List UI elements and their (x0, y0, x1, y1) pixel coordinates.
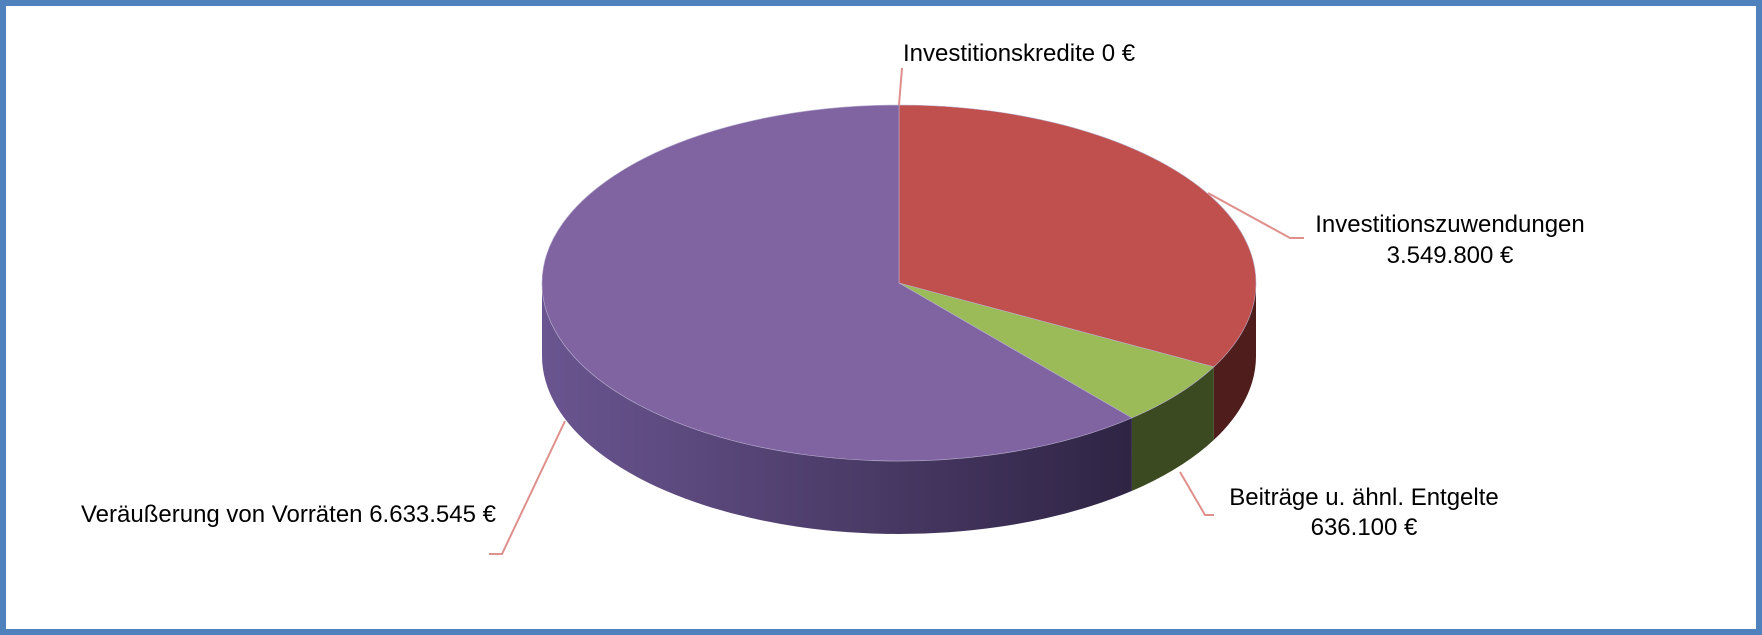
label-category: Investitionskredite (903, 40, 1095, 67)
data-label: Investitionskredite 0 € (903, 40, 1136, 67)
leader-line (489, 420, 566, 555)
label-value: 636.100 € (1311, 514, 1418, 541)
slice (898, 282, 1215, 419)
label-value: 3.549.800 € (1387, 242, 1514, 269)
label-category: Veräußerung von Vorräten (81, 501, 363, 528)
leader-line (1207, 192, 1304, 239)
label-category: Investitionszuwendungen (1315, 211, 1585, 238)
data-label: 636.100 € (1311, 514, 1418, 541)
slice-side (1213, 283, 1256, 440)
label-value: 0 € (1102, 40, 1136, 67)
data-label: Beiträge u. ähnl. Entgelte (1229, 484, 1499, 511)
slice (898, 104, 1257, 368)
leader-line (1179, 471, 1214, 516)
label-value: 6.633.545 € (369, 501, 496, 528)
label-category: Beiträge u. ähnl. Entgelte (1229, 484, 1499, 511)
slice-side (542, 283, 1132, 534)
slice-side (1131, 366, 1214, 491)
data-label: Veräußerung von Vorräten 6.633.545 € (81, 501, 497, 528)
data-label: Investitionszuwendungen (1315, 211, 1585, 238)
slice (541, 104, 1133, 462)
leader-line (898, 67, 903, 106)
data-label: 3.549.800 € (1387, 242, 1514, 269)
